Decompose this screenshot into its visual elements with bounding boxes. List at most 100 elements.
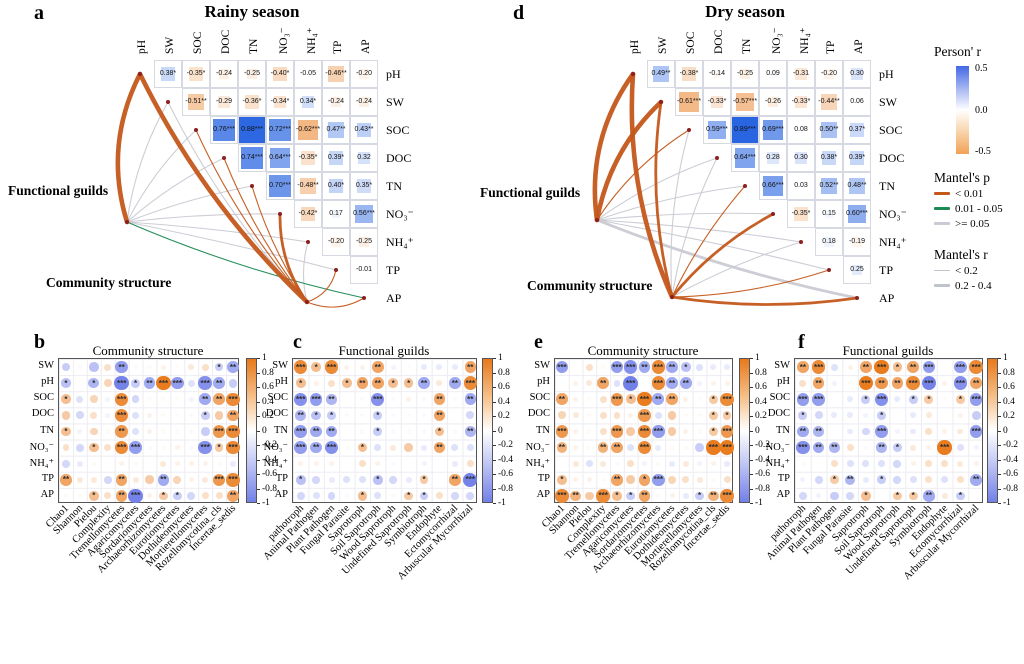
bubble bbox=[812, 393, 825, 406]
bubble bbox=[956, 476, 964, 484]
bubble-significance: *** bbox=[296, 443, 306, 453]
bubble bbox=[418, 377, 430, 389]
bubble bbox=[188, 477, 194, 483]
pearson-colorbar: 0.5 0.0 -0.5 bbox=[956, 63, 1016, 157]
bubble-significance: *** bbox=[296, 394, 306, 404]
bubble-row-label: SW bbox=[534, 360, 550, 372]
matrix-cell: 0.38* bbox=[154, 60, 182, 88]
bubble bbox=[846, 492, 855, 500]
colorbar-tick-label: -0.2 bbox=[262, 440, 278, 450]
row-label: pH bbox=[879, 67, 894, 81]
bubble bbox=[610, 425, 624, 438]
matrix-cell-square bbox=[851, 264, 863, 276]
matrix-cell-square bbox=[301, 151, 315, 165]
bubble bbox=[626, 475, 636, 485]
bubble bbox=[329, 461, 335, 467]
bubble-significance: ** bbox=[613, 475, 621, 485]
colorbar-tick-label: -0.6 bbox=[262, 469, 278, 479]
bubble-significance: * bbox=[161, 491, 165, 501]
bubble-significance: *** bbox=[612, 394, 622, 404]
bubble-significance: *** bbox=[465, 378, 475, 388]
bubble bbox=[373, 427, 383, 436]
bubble-row-label: AP bbox=[40, 488, 54, 500]
bubble bbox=[586, 477, 592, 483]
bubble bbox=[188, 461, 194, 467]
matrix-cell-value: 0.28 bbox=[766, 154, 780, 161]
bubble-significance: ** bbox=[894, 378, 901, 388]
bubble bbox=[697, 461, 703, 467]
matrix-cell-value: 0.30 bbox=[850, 70, 864, 77]
bubble bbox=[651, 376, 665, 390]
matrix-cell-value: 0.37* bbox=[848, 126, 866, 133]
bubble-significance: ** bbox=[668, 362, 676, 372]
bubble bbox=[599, 411, 607, 419]
matrix-cell: -0.24 bbox=[322, 88, 350, 116]
mantel-edge bbox=[671, 185, 746, 298]
network-node-dot bbox=[306, 240, 310, 244]
colorbar-tick-dash bbox=[750, 503, 753, 504]
bubble bbox=[573, 428, 579, 435]
colorbar-tick-label: 0.2 bbox=[1003, 411, 1015, 421]
bubble bbox=[624, 360, 638, 374]
matrix-cell-square bbox=[161, 67, 175, 81]
bubble bbox=[669, 445, 675, 450]
bubble-significance: ** bbox=[215, 378, 223, 388]
bubble bbox=[797, 425, 809, 438]
colorbar-tick-dash bbox=[750, 401, 753, 403]
bubble bbox=[651, 360, 665, 374]
bubble bbox=[812, 441, 825, 454]
matrix-cell: 0.06 bbox=[843, 88, 871, 116]
colorbar-tick-label: -1 bbox=[262, 498, 270, 508]
bubble-row-label: DOC bbox=[265, 408, 288, 420]
bubble bbox=[638, 474, 651, 486]
bubble bbox=[667, 410, 677, 420]
mantel-edge bbox=[671, 157, 718, 298]
bubble bbox=[451, 460, 458, 467]
network-node-dot bbox=[855, 296, 859, 300]
bubble bbox=[62, 444, 70, 452]
bubble bbox=[373, 410, 383, 420]
colorbar-tick-dash bbox=[257, 430, 260, 432]
mantel-edge bbox=[126, 221, 309, 243]
matrix-cell-value: 0.52** bbox=[819, 182, 839, 189]
bubble bbox=[941, 460, 949, 468]
matrix-cell-square bbox=[212, 118, 236, 142]
bubble bbox=[172, 491, 182, 501]
network-node-dot bbox=[305, 300, 309, 304]
matrix-cell-value: -0.05 bbox=[300, 70, 316, 77]
bubble-significance: * bbox=[175, 491, 179, 501]
matrix-cell-value: 0.49** bbox=[651, 70, 671, 77]
bubble bbox=[894, 396, 901, 403]
bubble bbox=[391, 429, 396, 434]
bubble-significance: * bbox=[407, 491, 411, 501]
colorbar-tick-dash bbox=[493, 488, 496, 490]
bubble bbox=[847, 412, 854, 419]
matrix-cell: -0.20 bbox=[815, 60, 843, 88]
matrix-cell-value: -0.25 bbox=[244, 70, 260, 77]
bubble-significance: *** bbox=[971, 394, 981, 404]
bubble bbox=[683, 396, 689, 402]
bubble bbox=[61, 410, 71, 420]
bubble bbox=[847, 428, 854, 435]
bubble bbox=[628, 412, 634, 418]
matrix-cell-square bbox=[298, 120, 318, 140]
bubble bbox=[104, 363, 112, 371]
bubble-significance: *** bbox=[557, 427, 567, 436]
colorbar-tick-dash bbox=[750, 358, 753, 359]
row-label: DOC bbox=[879, 151, 905, 165]
bubble bbox=[188, 396, 194, 402]
bubble-row-label: AP bbox=[536, 488, 550, 500]
colorbar-tick-label: -0.4 bbox=[755, 454, 771, 465]
matrix-cell-square bbox=[329, 151, 343, 165]
matrix-cell-square bbox=[356, 122, 372, 138]
colorbar-tick-label: 0.6 bbox=[1003, 382, 1015, 392]
matrix-cell-square bbox=[239, 117, 265, 143]
bubble bbox=[877, 410, 886, 420]
matrix-cell-value: 0.09 bbox=[766, 70, 780, 77]
bubble bbox=[556, 393, 568, 406]
bubble-significance: * bbox=[299, 378, 303, 388]
bubble bbox=[682, 460, 689, 467]
colorbar-tick-label: 0.2 bbox=[498, 411, 510, 421]
bubble-row-label: AP bbox=[776, 488, 790, 500]
mantel-edge bbox=[670, 212, 775, 299]
